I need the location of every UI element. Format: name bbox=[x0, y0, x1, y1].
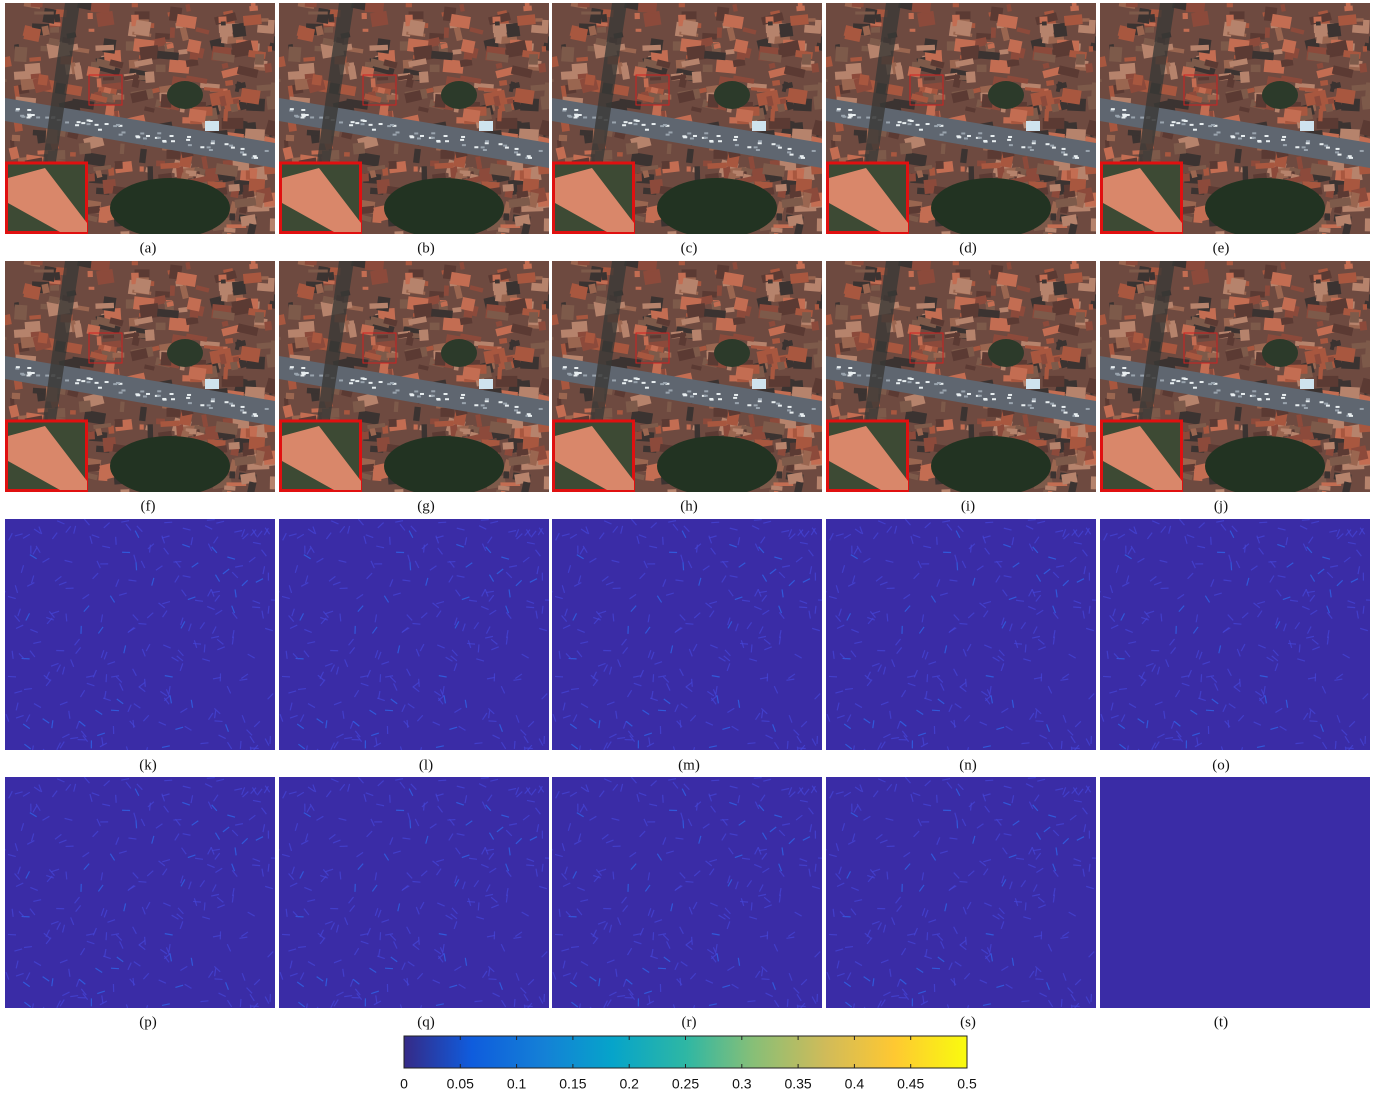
figure: (a) (b) (c) (d) (e) (f) (g) (h) (i) (j) (k) (l) (m) (… bbox=[0, 0, 1382, 1098]
tick-label: 0.35 bbox=[784, 1076, 811, 1092]
panel-label: (t) bbox=[1214, 1014, 1228, 1030]
tick-label: 0.4 bbox=[845, 1076, 865, 1092]
panel-image bbox=[1091, 240, 1382, 507]
panel-image bbox=[543, 0, 848, 249]
tick-label: 0.2 bbox=[619, 1076, 639, 1092]
tick-label: 0.45 bbox=[897, 1076, 924, 1092]
panel-label: (i) bbox=[961, 498, 975, 514]
panel-label: (k) bbox=[139, 757, 157, 773]
panel-label: (h) bbox=[680, 498, 698, 514]
panel-image bbox=[270, 0, 575, 249]
panel-image bbox=[2, 519, 279, 755]
colorbar bbox=[404, 1036, 967, 1068]
panel-image bbox=[543, 240, 848, 507]
panel-label: (j) bbox=[1214, 498, 1228, 514]
panel-label: (m) bbox=[678, 757, 700, 773]
panel-image bbox=[817, 0, 1122, 249]
panel-image bbox=[276, 777, 553, 1013]
panel-image bbox=[0, 0, 301, 249]
panel-label: (l) bbox=[419, 757, 433, 773]
panel-image bbox=[823, 519, 1100, 755]
panel-label: (c) bbox=[681, 240, 698, 256]
tick-label: 0 bbox=[400, 1076, 408, 1092]
panel-label: (b) bbox=[417, 240, 435, 256]
panel-label: (r) bbox=[682, 1014, 697, 1030]
panel-label: (n) bbox=[959, 757, 977, 773]
tick-label: 0.05 bbox=[447, 1076, 474, 1092]
panel-label: (d) bbox=[959, 240, 977, 256]
panel-image bbox=[270, 240, 575, 507]
panel-image bbox=[276, 519, 553, 755]
panel-label: (q) bbox=[417, 1014, 435, 1030]
panel-label: (p) bbox=[139, 1014, 157, 1030]
panel-label: (f) bbox=[141, 498, 156, 514]
tick-label: 0.1 bbox=[507, 1076, 527, 1092]
panel-image bbox=[2, 777, 279, 1013]
panel-label: (a) bbox=[140, 240, 157, 256]
panel-image bbox=[549, 777, 826, 1013]
panel-label: (e) bbox=[1213, 240, 1230, 256]
panel-image bbox=[823, 777, 1100, 1013]
tick-label: 0.15 bbox=[559, 1076, 586, 1092]
tick-label: 0.25 bbox=[672, 1076, 699, 1092]
tick-label: 0.5 bbox=[957, 1076, 977, 1092]
panel-image bbox=[817, 240, 1122, 507]
panel-label: (o) bbox=[1212, 757, 1230, 773]
tick-label: 0.3 bbox=[732, 1076, 752, 1092]
panel-image bbox=[0, 240, 301, 507]
panel-label: (g) bbox=[417, 498, 435, 514]
panel-image bbox=[1097, 519, 1374, 755]
panel-image bbox=[549, 519, 826, 755]
panel-image bbox=[1091, 0, 1382, 249]
panel-label: (s) bbox=[960, 1014, 976, 1030]
panel-image bbox=[1100, 777, 1370, 1008]
